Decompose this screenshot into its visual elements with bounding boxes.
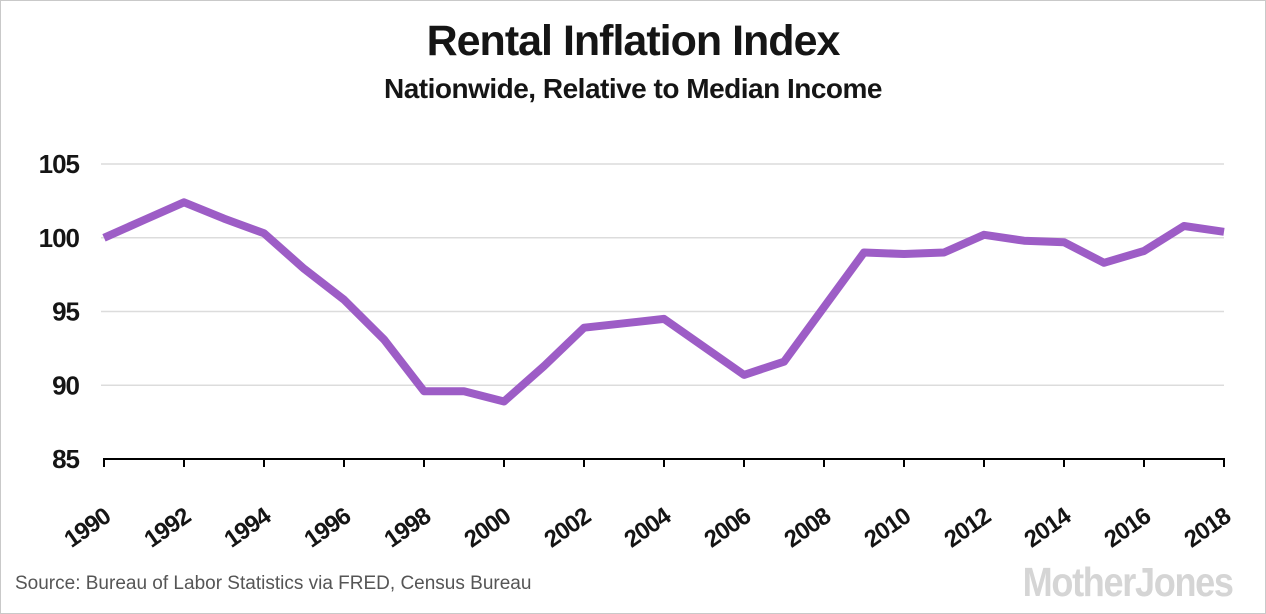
y-tick-label-105: 105 — [39, 149, 80, 179]
x-tick-label-2004: 2004 — [619, 502, 676, 553]
x-tick-label-1990: 1990 — [59, 502, 115, 553]
x-tick-label-1996: 1996 — [299, 502, 355, 553]
x-tick-label-1994: 1994 — [219, 502, 276, 553]
chart-subtitle: Nationwide, Relative to Median Income — [383, 73, 883, 104]
source-attribution: Source: Bureau of Labor Statistics via F… — [15, 573, 532, 594]
x-tick-label-2018: 2018 — [1179, 502, 1235, 553]
x-tick-label-2014: 2014 — [1019, 502, 1076, 553]
y-tick-label-85: 85 — [52, 444, 79, 474]
x-tick-label-2002: 2002 — [539, 502, 595, 553]
y-tick-label-90: 90 — [52, 370, 79, 400]
y-tick-label-100: 100 — [39, 223, 80, 253]
x-tick-label-2006: 2006 — [699, 502, 755, 553]
chart-title: Rental Inflation Index — [426, 17, 841, 65]
x-tick-label-2012: 2012 — [939, 502, 995, 553]
motherjones-logo: MotherJones — [1022, 559, 1234, 605]
y-tick-label-95: 95 — [52, 297, 79, 327]
x-tick-label-1998: 1998 — [379, 502, 435, 553]
data-line-rental-index — [102, 198, 1225, 406]
x-tick-label-2000: 2000 — [459, 502, 515, 553]
x-tick-label-1992: 1992 — [139, 502, 195, 553]
x-tick-label-2008: 2008 — [779, 502, 835, 553]
x-tick-label-2010: 2010 — [859, 502, 915, 553]
x-tick-label-2016: 2016 — [1099, 502, 1155, 553]
